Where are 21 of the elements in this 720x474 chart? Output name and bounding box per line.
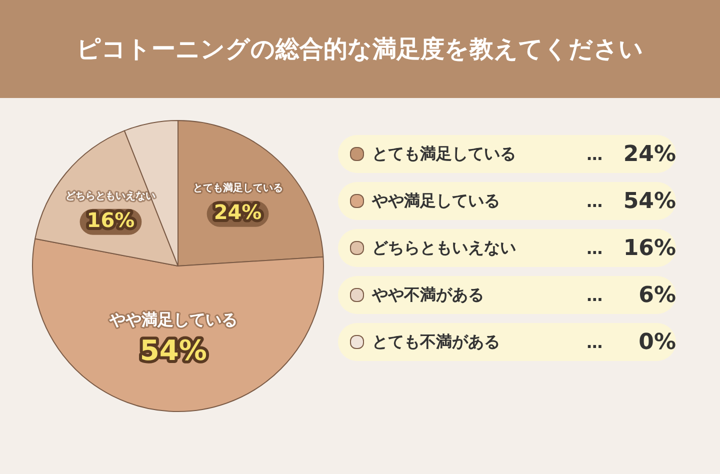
slice-label: とても満足している [192, 182, 283, 194]
text: … [586, 144, 604, 164]
legend-label: とても不満がある [372, 332, 501, 352]
data-label: 16% [86, 208, 135, 232]
legend-label: やや満足している [372, 190, 501, 212]
text: 54% [623, 188, 676, 214]
data-label: 6% [638, 282, 676, 308]
slice-label: やや満足している [108, 310, 238, 329]
text: … [586, 238, 603, 258]
data-label: 54% [140, 334, 207, 367]
text: 24% [623, 142, 676, 166]
legend-label: とても満足している [372, 144, 517, 164]
text: … [586, 286, 603, 304]
text: 0% [638, 330, 676, 354]
chart-title: ピコトーニングの総合的な満足度を教えてください [0, 0, 720, 98]
text: 16% [623, 236, 676, 260]
legend-label: やや不満がある [372, 284, 485, 306]
data-label: 24% [214, 200, 262, 224]
legend-label: どちらともいえない [372, 238, 517, 258]
text: … [586, 332, 603, 352]
text: … [586, 192, 603, 210]
